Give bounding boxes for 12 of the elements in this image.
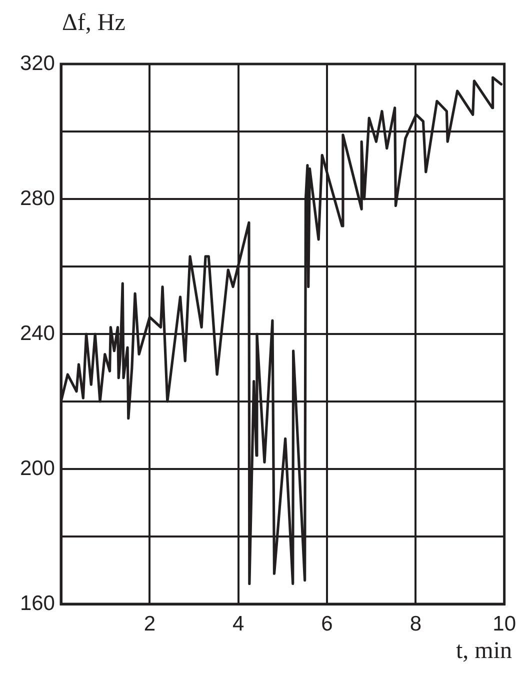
y-tick-label: 280 — [20, 186, 55, 210]
x-tick-label: 10 — [492, 612, 516, 636]
x-tick-label: 8 — [410, 612, 422, 636]
y-tick-label: 200 — [20, 456, 55, 480]
x-tick-label: 6 — [321, 612, 333, 636]
y-tick-label: 240 — [20, 322, 55, 345]
x-tick-label: 2 — [144, 612, 156, 636]
x-axis-title: t, min — [456, 638, 512, 665]
y-tick-label: 320 — [20, 52, 55, 75]
y-tick-label: 160 — [20, 592, 55, 615]
y-axis-title: Δf, Hz — [62, 10, 126, 37]
x-tick-label: 4 — [232, 612, 244, 636]
